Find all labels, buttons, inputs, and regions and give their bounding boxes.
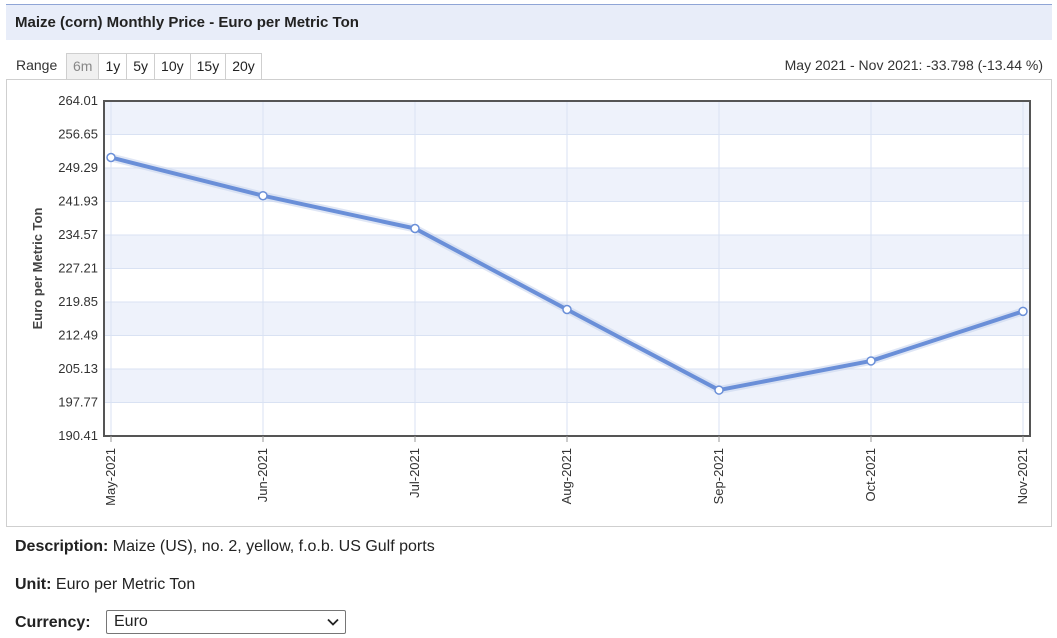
y-tick-label: 234.57	[58, 227, 98, 242]
y-axis-label: Euro per Metric Ton	[30, 208, 45, 330]
data-point	[258, 190, 268, 201]
x-tick-label: Jun-2021	[255, 448, 270, 502]
page-title: Maize (corn) Monthly Price - Euro per Me…	[15, 14, 359, 31]
x-tick-label: Aug-2021	[559, 448, 574, 504]
x-tick-label: Sep-2021	[711, 448, 726, 504]
price-line-chart: 264.01 256.65 249.29 241.93 234.57 227.21 219.…	[30, 93, 1031, 506]
data-point	[106, 152, 116, 163]
data-point	[1018, 306, 1028, 317]
range-tab-20y[interactable]: 20y	[226, 54, 261, 79]
range-tab-6m[interactable]: 6m	[67, 54, 100, 79]
description-value: Maize (US), no. 2, yellow, f.o.b. US Gul…	[112, 538, 435, 555]
y-tick-label: 227.21	[58, 261, 98, 276]
y-tick-label: 219.85	[58, 294, 98, 309]
range-tab-1y[interactable]: 1y	[99, 54, 128, 79]
unit-label: Unit:	[15, 576, 52, 593]
data-point	[562, 304, 572, 315]
range-tabs: 6m 1y 5y 10y 15y 20y	[66, 53, 262, 79]
y-tick-label: 190.41	[58, 428, 98, 443]
change-summary: May 2021 - Nov 2021: -33.798 (-13.44 %)	[784, 57, 1043, 73]
data-point	[410, 223, 420, 234]
range-tab-10y[interactable]: 10y	[155, 54, 191, 79]
data-point	[866, 356, 876, 366]
range-tab-15y[interactable]: 15y	[190, 54, 227, 79]
x-tick-label: Jul-2021	[407, 448, 422, 498]
description-row: Description: Maize (US), no. 2, yellow, …	[15, 538, 435, 556]
currency-row: Currency:	[15, 614, 91, 632]
x-tick-label: Oct-2021	[863, 448, 878, 501]
y-tick-label: 256.65	[58, 127, 98, 142]
chevron-down-icon	[327, 618, 339, 626]
y-tick-label: 197.77	[58, 395, 98, 410]
y-tick-label: 249.29	[58, 160, 98, 175]
chart-title-bar: Maize (corn) Monthly Price - Euro per Me…	[6, 4, 1052, 40]
y-tick-label: 205.13	[58, 361, 98, 376]
x-tick-label: May-2021	[103, 448, 118, 506]
range-tab-5y[interactable]: 5y	[127, 54, 156, 79]
range-label: Range	[16, 57, 58, 73]
currency-select[interactable]: Euro	[106, 610, 346, 634]
x-tick-label: Nov-2021	[1015, 448, 1030, 504]
unit-value: Euro per Metric Ton	[55, 576, 196, 593]
y-tick-label: 241.93	[58, 194, 98, 209]
y-tick-label: 264.01	[58, 93, 98, 108]
chart-frame: 264.01 256.65 249.29 241.93 234.57 227.21 219.…	[6, 79, 1052, 527]
unit-row: Unit: Euro per Metric Ton	[15, 576, 195, 594]
y-tick-label: 212.49	[58, 328, 98, 343]
currency-selected-value: Euro	[114, 613, 148, 630]
data-point	[714, 385, 724, 395]
description-label: Description:	[15, 538, 109, 555]
currency-label: Currency:	[15, 614, 91, 631]
